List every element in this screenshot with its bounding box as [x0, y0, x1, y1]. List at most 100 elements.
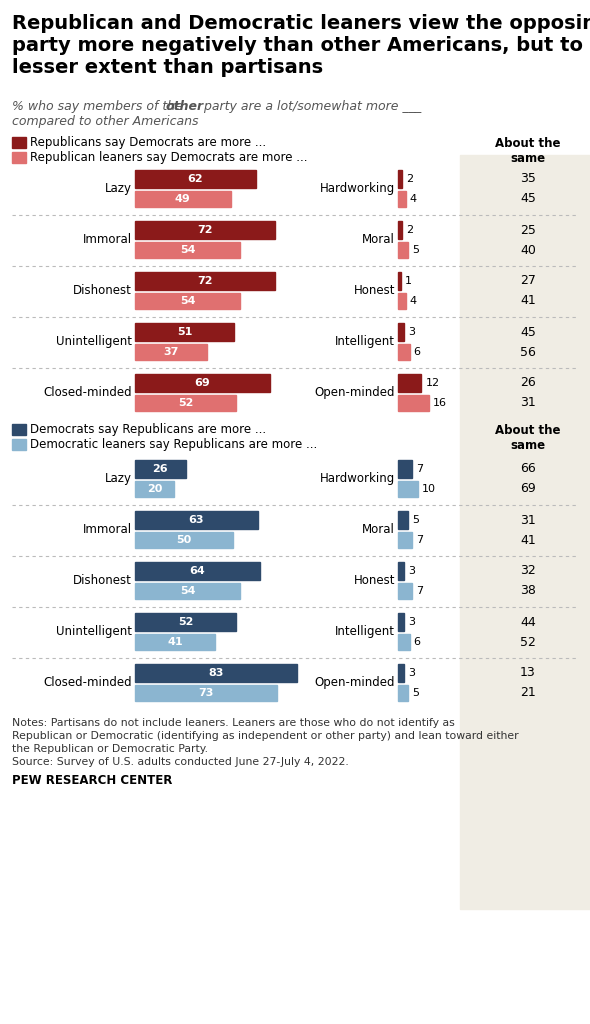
Bar	[135, 272, 276, 290]
Bar	[135, 481, 174, 497]
Text: 2: 2	[406, 174, 413, 184]
Text: Lazy: Lazy	[105, 182, 132, 195]
Bar	[135, 344, 207, 360]
Text: 52: 52	[178, 398, 194, 408]
Text: Republican leaners say Democrats are more ...: Republican leaners say Democrats are mor…	[30, 151, 307, 164]
Text: Source: Survey of U.S. adults conducted June 27-July 4, 2022.: Source: Survey of U.S. adults conducted …	[12, 757, 349, 767]
Text: 26: 26	[520, 377, 536, 389]
Text: Democrats say Republicans are more ...: Democrats say Republicans are more ...	[30, 423, 266, 436]
Bar	[398, 272, 401, 290]
Bar	[398, 374, 421, 392]
Text: 50: 50	[176, 535, 191, 545]
Text: About the
same: About the same	[495, 137, 560, 165]
Text: 35: 35	[520, 172, 536, 185]
Bar	[135, 613, 237, 631]
Bar	[398, 221, 402, 239]
Bar	[135, 170, 256, 188]
Text: 54: 54	[180, 245, 195, 255]
Text: 37: 37	[163, 347, 179, 357]
Bar	[12, 424, 26, 435]
Text: 27: 27	[520, 274, 536, 288]
Text: Dishonest: Dishonest	[73, 284, 132, 297]
Text: party are a lot/somewhat more ___: party are a lot/somewhat more ___	[200, 100, 421, 113]
Text: 25: 25	[520, 223, 536, 237]
Text: Closed-minded: Closed-minded	[44, 676, 132, 689]
Text: 69: 69	[520, 482, 536, 496]
Text: 72: 72	[198, 225, 213, 234]
Bar	[135, 293, 240, 309]
Bar	[398, 481, 418, 497]
Bar	[398, 634, 409, 650]
Text: 54: 54	[180, 586, 195, 596]
Text: 2: 2	[406, 225, 413, 234]
Bar	[135, 664, 297, 682]
Text: 26: 26	[153, 464, 168, 474]
Text: 83: 83	[208, 668, 224, 678]
Bar	[135, 374, 270, 392]
Bar	[398, 532, 412, 548]
Bar	[135, 191, 231, 207]
Bar	[135, 460, 186, 478]
Text: 45: 45	[520, 193, 536, 206]
Text: 41: 41	[520, 295, 536, 307]
Text: 41: 41	[520, 534, 536, 547]
Text: 7: 7	[415, 464, 423, 474]
Text: 73: 73	[198, 688, 214, 698]
Text: Immoral: Immoral	[83, 233, 132, 246]
Text: Honest: Honest	[353, 574, 395, 587]
Text: Dishonest: Dishonest	[73, 574, 132, 587]
Text: 52: 52	[178, 617, 194, 627]
Text: 12: 12	[425, 378, 440, 388]
Text: 20: 20	[147, 484, 162, 494]
Bar	[398, 664, 404, 682]
Bar	[398, 613, 404, 631]
Text: the Republican or Democratic Party.: the Republican or Democratic Party.	[12, 744, 208, 754]
Bar	[135, 323, 234, 341]
Text: 6: 6	[414, 637, 421, 647]
Bar	[12, 137, 26, 148]
Bar	[460, 155, 590, 909]
Text: 66: 66	[520, 463, 536, 475]
Text: Hardworking: Hardworking	[320, 472, 395, 485]
Text: 3: 3	[408, 668, 415, 678]
Text: other: other	[166, 100, 204, 113]
Text: 62: 62	[188, 174, 204, 184]
Bar	[135, 685, 277, 701]
Bar	[135, 532, 232, 548]
Text: Open-minded: Open-minded	[314, 676, 395, 689]
Bar	[398, 395, 429, 411]
Text: Closed-minded: Closed-minded	[44, 386, 132, 399]
Text: Immoral: Immoral	[83, 523, 132, 536]
Text: 5: 5	[412, 245, 419, 255]
Text: 54: 54	[180, 296, 195, 306]
Bar	[398, 511, 408, 529]
Bar	[135, 242, 240, 258]
Text: 7: 7	[415, 586, 423, 596]
Bar	[135, 395, 237, 411]
Text: Republican or Democratic (identifying as independent or other party) and lean to: Republican or Democratic (identifying as…	[12, 731, 519, 741]
Text: Intelligent: Intelligent	[335, 335, 395, 348]
Text: 5: 5	[412, 688, 419, 698]
Bar	[398, 323, 404, 341]
Text: Unintelligent: Unintelligent	[56, 335, 132, 348]
Text: 31: 31	[520, 396, 536, 410]
Text: 7: 7	[415, 535, 423, 545]
Text: 6: 6	[414, 347, 421, 357]
Text: 1: 1	[405, 276, 412, 286]
Text: 72: 72	[198, 276, 213, 286]
Text: 3: 3	[408, 327, 415, 337]
Text: Democratic leaners say Republicans are more ...: Democratic leaners say Republicans are m…	[30, 438, 317, 451]
Bar	[398, 191, 406, 207]
Text: About the
same: About the same	[495, 424, 560, 452]
Text: compared to other Americans: compared to other Americans	[12, 115, 198, 128]
Bar	[398, 293, 406, 309]
Text: 40: 40	[520, 244, 536, 256]
Text: 32: 32	[520, 564, 536, 578]
Text: Republicans say Democrats are more ...: Republicans say Democrats are more ...	[30, 136, 266, 150]
Text: Unintelligent: Unintelligent	[56, 625, 132, 638]
Text: 38: 38	[520, 585, 536, 597]
Bar	[12, 152, 26, 163]
Text: 56: 56	[520, 345, 536, 358]
Text: 4: 4	[410, 194, 417, 204]
Text: 4: 4	[410, 296, 417, 306]
